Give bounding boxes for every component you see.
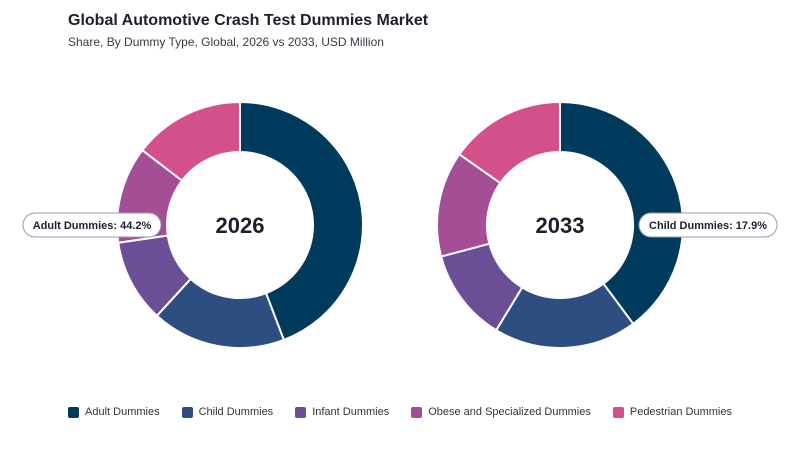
callout-box-2033 [638, 212, 778, 238]
slice-2033-pedestrian-dummies[interactable] [457, 100, 561, 185]
legend-swatch [612, 406, 624, 418]
legend-label: Pedestrian Dummies [629, 406, 732, 418]
chart-title: Global Automotive Crash Test Dummies Mar… [68, 12, 429, 29]
legend-swatch [181, 406, 193, 418]
slice-2026-pedestrian-dummies[interactable] [140, 100, 241, 183]
callout-label-2026: Adult Dummies: 44.2% [33, 220, 152, 232]
legend-item-adult-dummies[interactable]: Adult Dummies [68, 406, 160, 418]
legend-label: Obese and Specialized Dummies [428, 406, 591, 418]
callouts: Adult Dummies: 44.2% Child Dummies: 17.9% [22, 212, 778, 238]
donut-2033: 2033 [436, 100, 684, 349]
legend-swatch [411, 406, 423, 418]
legend-label: Adult Dummies [85, 406, 160, 418]
center-label-2026: 2026 [216, 213, 265, 238]
legend-swatch [295, 406, 307, 418]
donut-2026: 2026 [116, 100, 364, 349]
callout-box-2026 [22, 212, 162, 238]
legend-item-obese-and-specialized-dummies[interactable]: Obese and Specialized Dummies [411, 406, 591, 418]
legend-swatch [68, 406, 80, 418]
legend-label: Infant Dummies [312, 406, 390, 418]
legend: Adult Dummies Child Dummies Infant Dummies… [0, 406, 800, 418]
slice-2026-adult-dummies[interactable] [239, 100, 364, 342]
legend-item-pedestrian-dummies[interactable]: Pedestrian Dummies [612, 406, 732, 418]
callout-label-2033: Child Dummies: 17.9% [649, 220, 767, 232]
legend-item-child-dummies[interactable]: Child Dummies [181, 406, 274, 418]
legend-label: Child Dummies [198, 406, 274, 418]
center-label-2033: 2033 [536, 213, 585, 238]
slice-2033-adult-dummies[interactable] [559, 100, 684, 326]
legend-item-infant-dummies[interactable]: Infant Dummies [295, 406, 389, 418]
chart-subtitle: Share, By Dummy Type, Global, 2026 vs 20… [68, 35, 384, 49]
